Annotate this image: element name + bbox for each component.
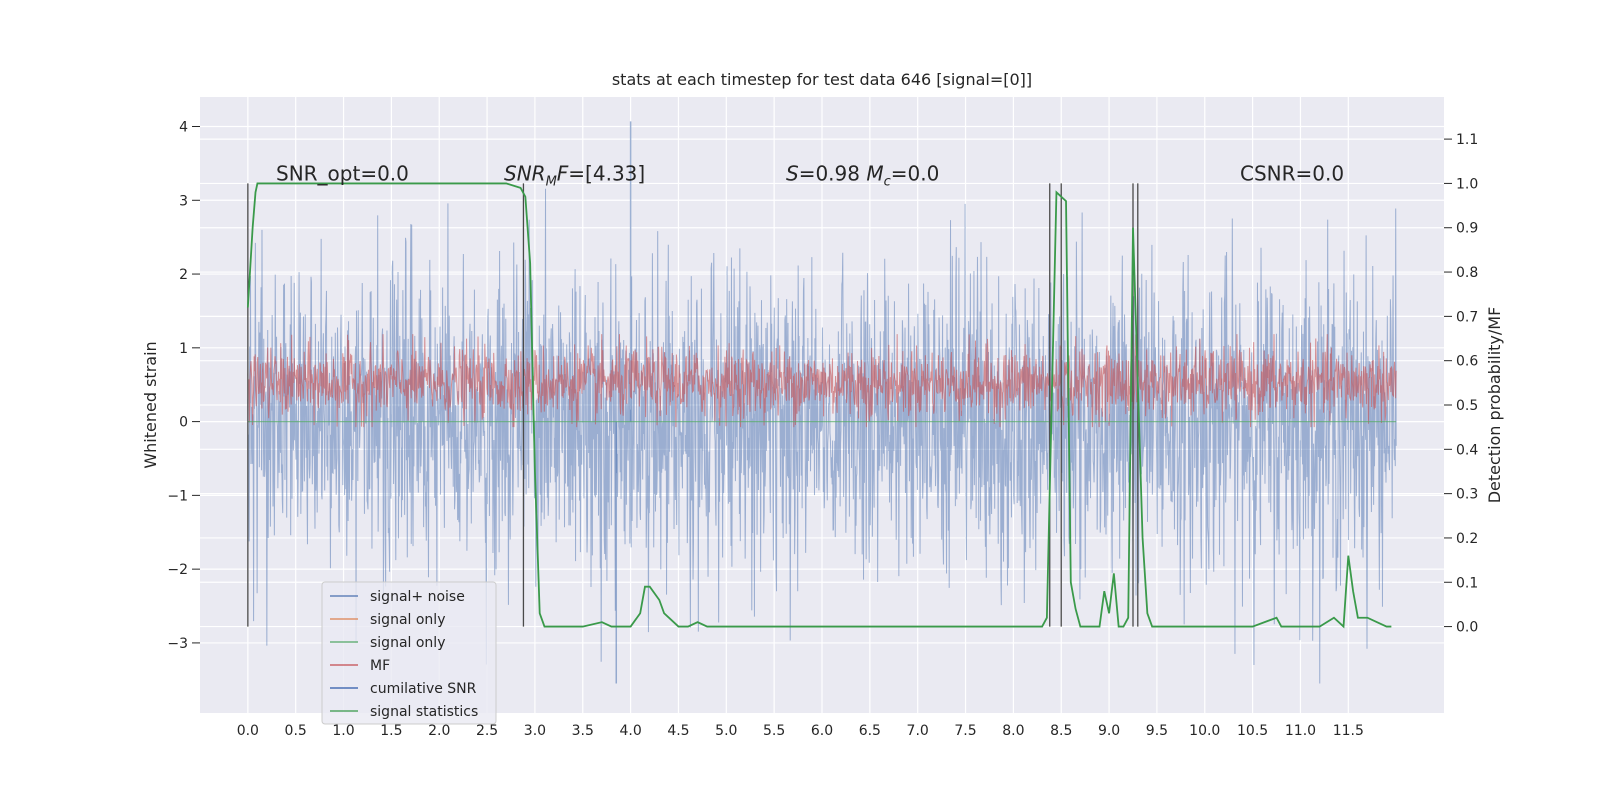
y-tick-label: 3 (179, 193, 188, 209)
x-tick-label: 7.0 (907, 723, 929, 739)
legend-label: signal only (370, 635, 445, 651)
annotation-csnr: CSNR=0.0 (1240, 161, 1344, 185)
y-tick-label: 1 (179, 341, 188, 357)
x-tick-label: 1.5 (380, 723, 402, 739)
y-tick-label: −2 (167, 562, 188, 578)
legend-label: cumilative SNR (370, 681, 477, 697)
y2-tick-label: 1.0 (1456, 176, 1478, 192)
annotation-snr-mf: SNRMF=[4.33] (504, 161, 645, 189)
x-tick-label: 1.0 (332, 723, 354, 739)
y-tick-label: −3 (167, 636, 188, 652)
x-tick-label: 6.5 (859, 723, 881, 739)
x-tick-label: 0.0 (237, 723, 259, 739)
y-axis-label: Whitened strain (141, 341, 160, 468)
legend: signal+ noise signal only signal only MF cum… (321, 581, 497, 725)
y2-tick-label: 0.6 (1456, 354, 1478, 370)
annotation-snr-opt: SNR_opt=0.0 (276, 161, 409, 185)
x-axis: 0.0 0.5 1.0 1.5 2.0 2.5 3.0 3.5 4.0 4.5 5.0 5.5 6.0 6… (237, 723, 1364, 739)
y-axis-left: −3 −2 −1 0 1 2 3 4 (167, 120, 200, 652)
y2-tick-label: 0.5 (1456, 398, 1478, 414)
x-tick-label: 6.0 (811, 723, 833, 739)
signal-noise-line (247, 188, 1397, 684)
x-tick-label: 7.5 (954, 723, 976, 739)
x-tick-label: 2.5 (476, 723, 498, 739)
x-tick-label: 5.5 (763, 723, 785, 739)
y2-tick-label: 0.4 (1456, 442, 1478, 458)
y-tick-label: −1 (167, 488, 188, 504)
x-tick-label: 0.5 (285, 723, 307, 739)
x-tick-label: 11.5 (1333, 723, 1364, 739)
legend-label: signal only (370, 612, 445, 628)
y2-tick-label: 0.0 (1456, 620, 1478, 636)
y-tick-label: 0 (179, 415, 188, 431)
y2-axis-label: Detection probability/MF (1485, 307, 1504, 504)
x-tick-label: 8.0 (1002, 723, 1024, 739)
legend-label: MF (370, 658, 390, 674)
x-tick-label: 3.5 (572, 723, 594, 739)
x-tick-label: 10.5 (1237, 723, 1268, 739)
x-tick-label: 9.5 (1146, 723, 1168, 739)
y-tick-label: 4 (179, 120, 188, 136)
y-tick-label: 2 (179, 267, 188, 283)
signal-statistics-series (246, 182, 1392, 629)
x-tick-label: 11.0 (1285, 723, 1316, 739)
y2-tick-label: 1.1 (1456, 132, 1478, 148)
x-tick-label: 4.0 (619, 723, 641, 739)
legend-label: signal+ noise (370, 589, 465, 605)
legend-label: signal statistics (370, 704, 478, 720)
y2-tick-label: 0.7 (1456, 309, 1478, 325)
y2-tick-label: 0.1 (1456, 575, 1478, 591)
y2-tick-label: 0.8 (1456, 265, 1478, 281)
mf-series (247, 334, 1397, 428)
annotation-s-mc: S=0.98 Mc=0.0 (786, 161, 939, 189)
mf-line (247, 334, 1397, 428)
x-tick-label: 9.0 (1098, 723, 1120, 739)
x-tick-label: 10.0 (1189, 723, 1220, 739)
y2-tick-label: 0.9 (1456, 221, 1478, 237)
x-tick-label: 5.0 (715, 723, 737, 739)
legend-box (321, 581, 497, 725)
x-tick-label: 2.0 (428, 723, 450, 739)
x-tick-label: 3.0 (524, 723, 546, 739)
y-axis-right: 0.0 0.1 0.2 0.3 0.4 0.5 0.6 0.7 0.8 0.9 1.0 1.1 (1444, 132, 1478, 636)
signal-statistics-line (246, 182, 1392, 629)
x-tick-label: 4.5 (667, 723, 689, 739)
y2-tick-label: 0.3 (1456, 487, 1478, 503)
y2-tick-label: 0.2 (1456, 531, 1478, 547)
x-tick-label: 8.5 (1050, 723, 1072, 739)
chart-title: stats at each timestep for test data 646… (612, 70, 1032, 89)
